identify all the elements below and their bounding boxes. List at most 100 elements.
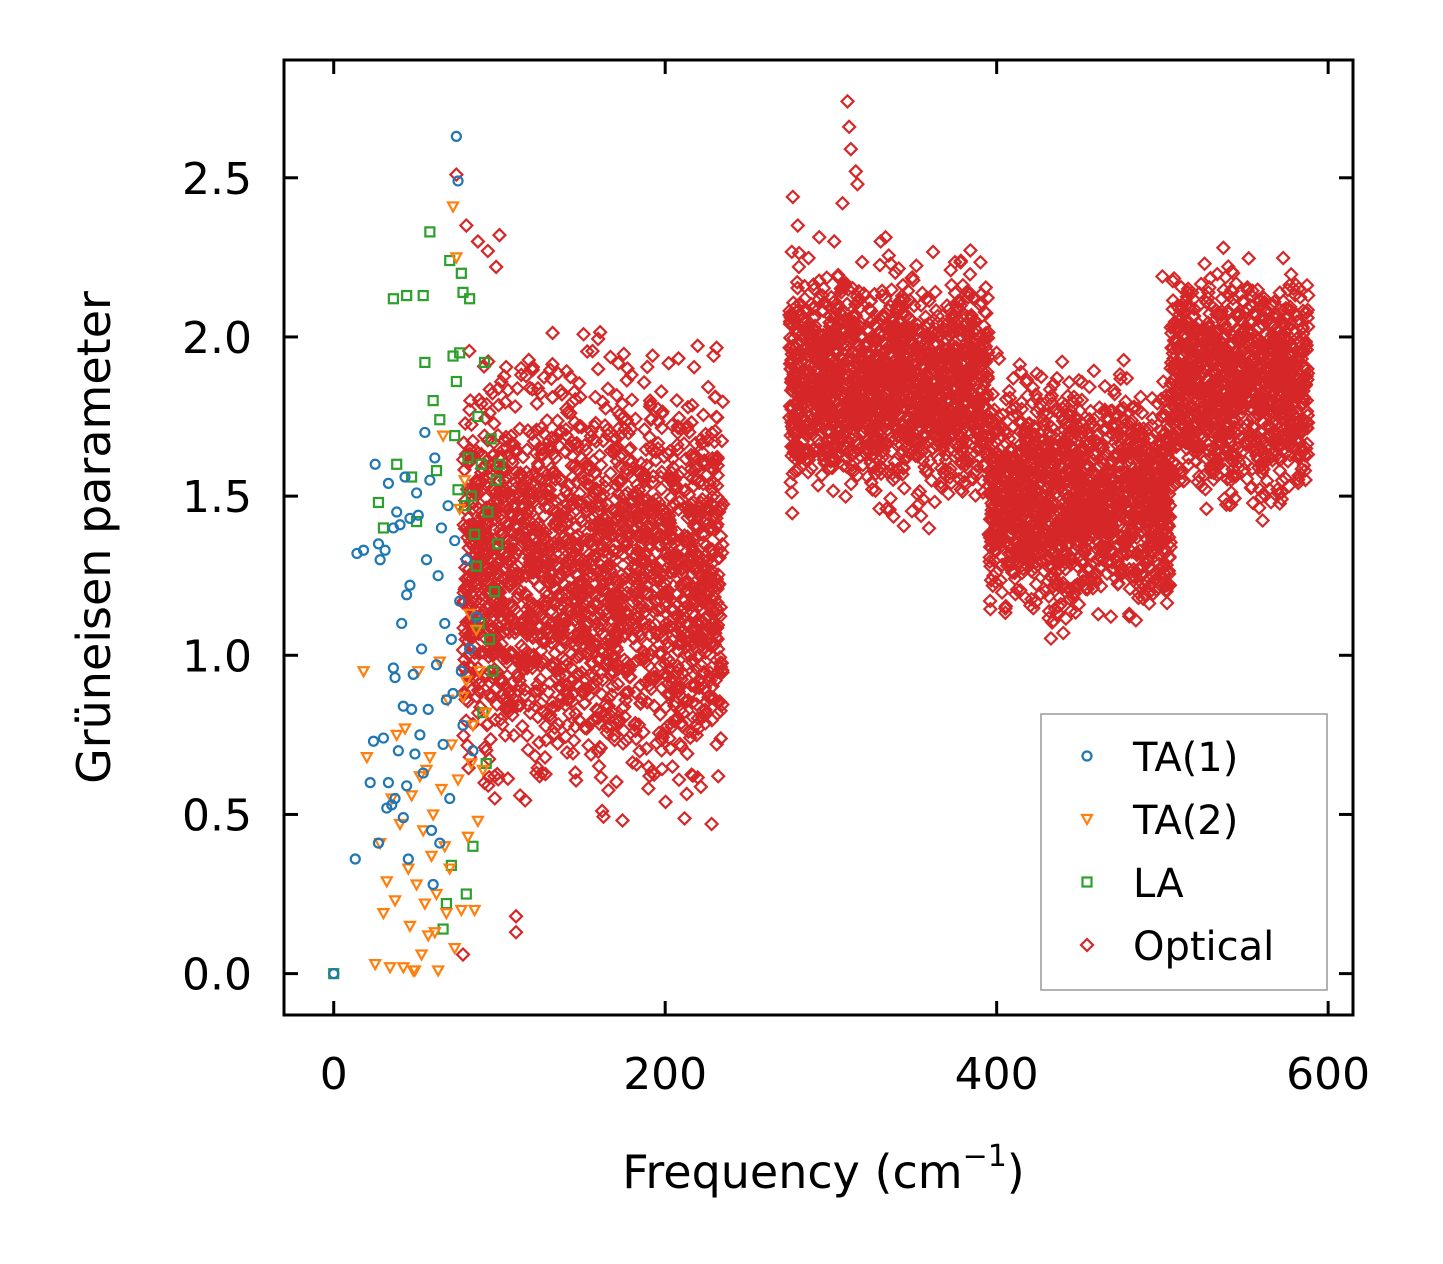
point-optical xyxy=(681,487,697,503)
point-optical xyxy=(514,568,530,584)
point-optical xyxy=(590,361,606,377)
point-optical xyxy=(531,683,547,699)
point-optical xyxy=(959,365,975,381)
point-optical xyxy=(998,598,1014,614)
point-optical xyxy=(601,710,617,726)
point-optical xyxy=(895,277,911,293)
point-optical xyxy=(513,360,529,376)
point-optical xyxy=(595,592,611,608)
point-optical xyxy=(609,403,626,419)
point-optical xyxy=(572,510,588,526)
point-optical xyxy=(472,644,488,660)
point-optical xyxy=(674,634,690,650)
point-optical xyxy=(713,498,729,514)
point-optical xyxy=(546,535,562,551)
point-optical xyxy=(1153,444,1169,460)
point-optical xyxy=(514,718,530,734)
point-optical xyxy=(494,716,510,732)
point-optical xyxy=(947,254,963,270)
point-optical xyxy=(821,377,837,394)
point-optical xyxy=(543,371,559,387)
point-optical xyxy=(870,332,887,348)
point-optical xyxy=(547,580,563,597)
point-optical xyxy=(1009,582,1025,598)
point-optical xyxy=(962,266,978,282)
point-optical xyxy=(847,381,863,397)
point-optical xyxy=(1107,419,1123,435)
point-optical xyxy=(642,393,658,409)
point-optical xyxy=(914,285,930,301)
point-optical xyxy=(791,259,807,275)
point-optical xyxy=(568,547,584,564)
point-optical xyxy=(554,589,570,605)
point-optical xyxy=(998,391,1014,407)
point-optical xyxy=(619,372,635,388)
point-optical xyxy=(969,458,985,474)
point-optical xyxy=(948,420,964,436)
point-optical xyxy=(845,346,861,362)
point-optical xyxy=(618,732,635,748)
point-optical xyxy=(874,397,890,413)
point-optical xyxy=(927,494,943,510)
point-optical xyxy=(825,483,841,499)
point-optical xyxy=(579,343,595,360)
point-optical xyxy=(553,383,569,399)
point-optical xyxy=(572,389,588,405)
point-optical xyxy=(527,477,543,493)
point-optical xyxy=(679,657,695,673)
point-optical xyxy=(659,719,675,735)
point-optical xyxy=(602,654,618,670)
point-optical xyxy=(703,590,719,606)
point-optical xyxy=(600,782,617,798)
point-optical xyxy=(923,403,939,419)
point-optical xyxy=(684,654,701,670)
point-optical xyxy=(847,370,863,387)
point-optical xyxy=(782,316,798,332)
point-optical xyxy=(811,229,827,245)
point-optical xyxy=(874,450,890,466)
point-optical xyxy=(884,443,900,460)
point-optical xyxy=(864,408,880,424)
point-optical xyxy=(1134,405,1150,421)
point-optical xyxy=(571,463,587,479)
point-optical xyxy=(497,481,513,497)
point-optical xyxy=(690,459,706,475)
point-optical xyxy=(647,616,663,632)
point-optical xyxy=(842,442,858,458)
point-optical xyxy=(627,411,644,427)
point-optical xyxy=(495,687,511,703)
point-optical xyxy=(923,472,940,488)
point-optical xyxy=(697,702,713,718)
point-optical xyxy=(699,706,715,722)
point-optical xyxy=(562,508,578,524)
point-optical xyxy=(512,527,528,543)
point-optical xyxy=(700,379,716,395)
point-optical xyxy=(842,360,858,376)
point-optical xyxy=(696,664,712,680)
point-optical xyxy=(579,476,595,492)
point-optical xyxy=(505,488,521,504)
point-optical xyxy=(638,442,654,458)
point-optical xyxy=(636,374,652,390)
point-optical xyxy=(510,567,526,583)
point-optical xyxy=(1133,389,1149,405)
point-optical xyxy=(1014,394,1030,411)
point-optical xyxy=(684,397,700,413)
point-optical xyxy=(639,586,655,603)
point-optical xyxy=(803,447,819,463)
point-optical xyxy=(840,367,856,383)
point-optical xyxy=(513,367,529,383)
point-optical xyxy=(678,616,695,632)
point-optical xyxy=(486,644,502,660)
point-optical xyxy=(652,658,668,674)
point-optical xyxy=(955,384,971,400)
point-optical xyxy=(1159,595,1175,611)
point-optical xyxy=(1086,363,1102,379)
point-optical xyxy=(887,454,903,470)
point-optical xyxy=(793,419,809,435)
point-optical xyxy=(710,467,726,483)
point-optical xyxy=(673,421,689,437)
point-optical xyxy=(525,362,541,378)
point-optical xyxy=(632,651,648,667)
